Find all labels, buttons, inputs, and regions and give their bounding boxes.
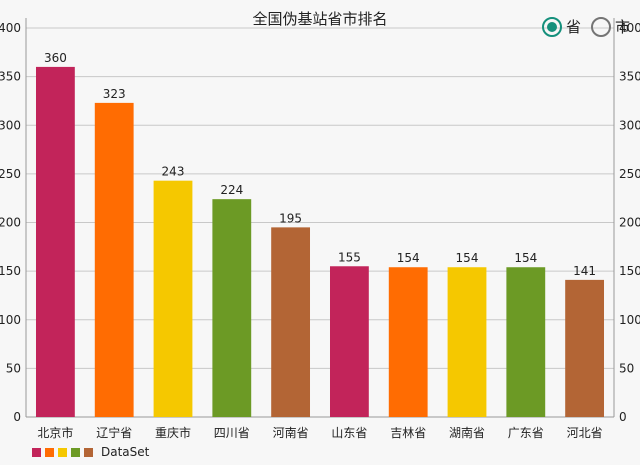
radio-province-icon[interactable] [541,16,562,37]
data-label: 154 [514,251,537,265]
chart-legend: DataSet [32,445,149,459]
legend-swatch [84,447,93,457]
data-label: 243 [162,165,185,179]
y-tick-label-right: 50 [619,361,634,375]
bar [506,267,546,417]
y-tick-label-left: 100 [0,313,21,327]
legend-swatches [32,447,97,457]
data-label: 154 [456,251,479,265]
x-tick-label: 北京市 [37,425,73,440]
x-tick-label: 山东省 [331,426,367,440]
x-tick-label: 河南省 [273,425,309,440]
data-label: 141 [573,264,596,278]
legend-label: DataSet [101,445,150,459]
y-tick-label-left: 400 [0,21,21,35]
data-label: 195 [279,211,302,225]
x-tick-label: 四川省 [214,426,250,440]
bar [447,267,487,417]
y-tick-label-right: 200 [619,216,640,230]
y-tick-label-left: 0 [13,410,21,424]
option-city-label: 市 [614,18,630,36]
y-tick-label-right: 300 [619,118,640,132]
y-tick-label-right: 250 [619,167,640,181]
bar [565,279,605,417]
bar [212,199,252,417]
x-tick-label: 河北省 [567,426,603,440]
data-label: 224 [220,183,243,197]
legend-swatch [32,447,41,457]
x-tick-label: 重庆市 [155,425,191,440]
x-tick-label: 吉林省 [390,426,426,440]
legend-swatch [45,447,54,457]
x-tick-label: 广东省 [508,426,544,440]
y-tick-label-left: 300 [0,118,21,132]
bar [329,266,369,417]
radio-city-icon[interactable] [590,16,611,37]
y-tick-label-left: 150 [0,264,21,278]
y-tick-label-right: 150 [619,264,640,278]
y-tick-label-right: 0 [619,410,627,424]
y-tick-label-left: 350 [0,70,21,84]
chart-title: 全国伪基站省市排名 [252,10,388,28]
option-province-label: 省 [565,18,581,36]
level-toggle: 省 市 [534,16,632,37]
data-label: 154 [397,251,420,265]
bar [153,180,193,417]
bar [35,66,75,418]
legend-swatch [58,447,67,457]
option-province[interactable]: 省 [541,16,583,37]
data-label: 323 [103,87,126,101]
bar [94,102,134,417]
y-tick-label-right: 400 [619,21,640,35]
y-tick-label-right: 350 [619,70,640,84]
x-tick-label: 辽宁省 [96,425,132,440]
legend-swatch [71,447,80,457]
y-tick-label-left: 250 [0,167,21,181]
y-tick-label-left: 50 [6,361,21,375]
data-label: 155 [338,250,361,264]
x-tick-label: 湖南省 [449,425,485,440]
data-label: 360 [44,51,67,65]
bar [271,227,311,417]
option-city[interactable]: 市 [590,16,632,37]
y-tick-label-right: 100 [619,313,640,327]
y-tick-label-left: 200 [0,216,21,230]
bar [388,267,428,417]
